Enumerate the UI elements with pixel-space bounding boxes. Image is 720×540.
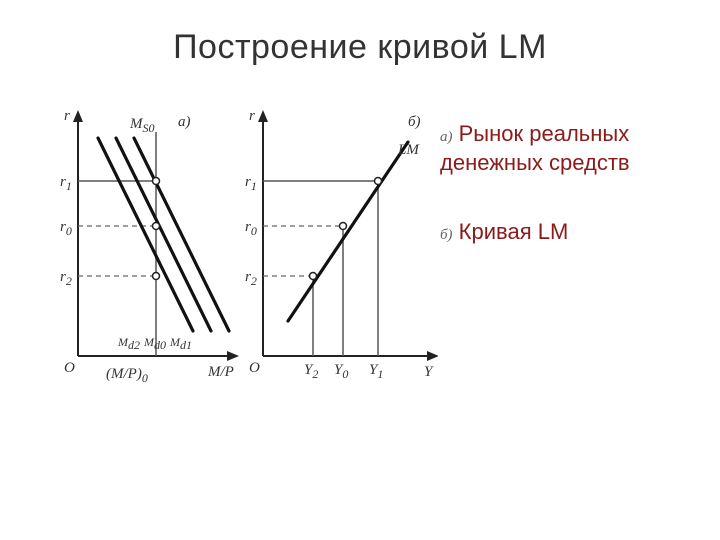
panel-a-tag: а) — [178, 114, 191, 130]
mp0-label: (M/P)0 — [106, 366, 148, 385]
caption-b: б) Кривая LM — [440, 219, 700, 245]
caption-a: а) Рынок реальных денежных средств — [440, 120, 700, 177]
md1-label: Md1 — [169, 335, 192, 352]
r0-label-b: r0 — [245, 219, 257, 238]
r1-label-b: r1 — [245, 174, 257, 193]
r1-label-a: r1 — [60, 174, 72, 193]
r2-label-b: r2 — [245, 269, 257, 288]
r0-label-a: r0 — [60, 219, 72, 238]
origin-a: O — [64, 360, 75, 376]
axis-r-label-b: r — [249, 108, 255, 124]
r2-label-a: r2 — [60, 269, 72, 288]
caption-b-text: Кривая LM — [459, 219, 569, 244]
y0-label: Y0 — [334, 362, 348, 381]
ms0-label: MS0 — [129, 116, 155, 135]
panel-b-tag: б) — [408, 114, 421, 130]
md2-label: Md2 — [117, 335, 140, 352]
lm-label: LM — [397, 142, 420, 158]
y1-label: Y1 — [369, 362, 383, 381]
lm-diagram: r M/P O а) MS0 r1 r0 r2 Md2 Md0 Md1 (M/P… — [38, 96, 438, 396]
origin-b: O — [249, 360, 260, 376]
axis-y-label: Y — [424, 364, 434, 380]
axis-r-label-a: r — [64, 108, 70, 124]
caption-b-label: б) — [440, 227, 453, 243]
captions-block: а) Рынок реальных денежных средств б) Кр… — [440, 120, 700, 245]
md0-label: Md0 — [143, 335, 166, 352]
axis-mp-label: M/P — [207, 364, 234, 380]
y2-label: Y2 — [304, 362, 318, 381]
caption-a-text: Рынок реальных денежных средств — [440, 121, 630, 175]
caption-a-label: а) — [440, 129, 453, 145]
diagram-svg: r M/P O а) MS0 r1 r0 r2 Md2 Md0 Md1 (M/P… — [38, 96, 438, 396]
page-title: Построение кривой LM — [0, 28, 720, 67]
